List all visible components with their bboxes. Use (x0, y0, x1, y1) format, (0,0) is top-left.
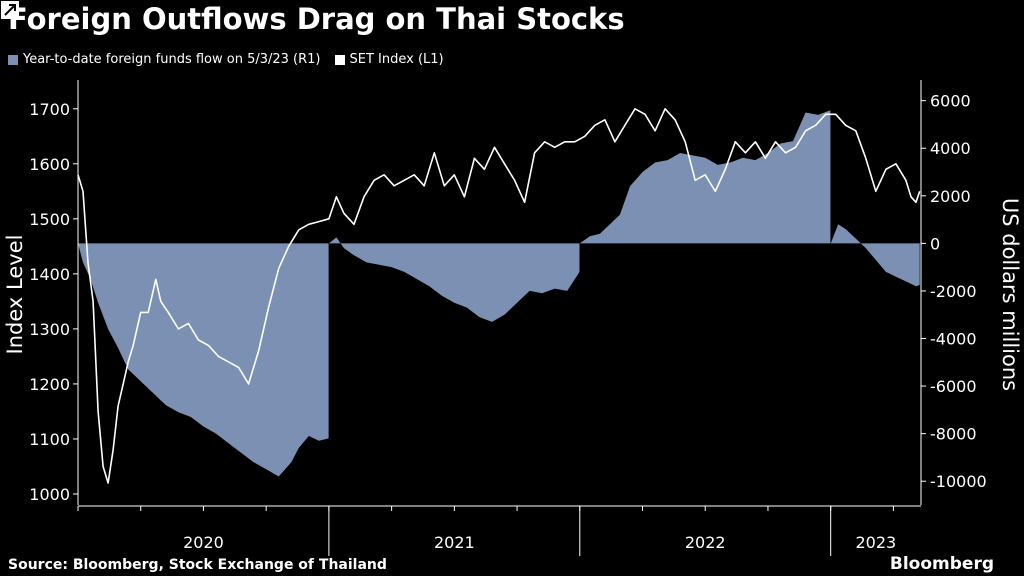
left-tick-label-5: 1200 (29, 375, 70, 394)
legend-label-set: SET Index (L1) (349, 52, 444, 67)
x-tick-label-2023: 2023 (855, 533, 896, 552)
right-tick-label-1: 4000 (930, 139, 971, 158)
corner-mark-icon (1, 1, 19, 19)
legend: Year-to-date foreign funds flow on 5/3/2… (8, 52, 458, 67)
legend-swatch-flow (8, 54, 18, 65)
right-tick-label-5: -4000 (930, 330, 977, 349)
set-index-line (77, 108, 921, 484)
source-note: Source: Bloomberg, Stock Exchange of Tha… (8, 557, 387, 573)
flow-area-segment-1 (328, 237, 580, 322)
flow-area-segment-0 (78, 243, 329, 477)
right-tick-label-8: -10000 (930, 472, 987, 491)
flow-area-segment-3 (830, 224, 920, 287)
right-tick-label-7: -8000 (930, 425, 977, 444)
x-tick-label-2022: 2022 (685, 533, 726, 552)
left-tick-label-2: 1500 (29, 210, 70, 229)
legend-item-flow: Year-to-date foreign funds flow on 5/3/2… (8, 52, 321, 67)
left-tick-label-1: 1600 (29, 155, 70, 174)
left-tick-label-6: 1100 (29, 430, 70, 449)
left-axis-title: Index Level (3, 235, 27, 355)
legend-swatch-set (334, 54, 345, 65)
left-tick-label-4: 1300 (29, 320, 70, 339)
right-tick-label-4: -2000 (930, 282, 977, 301)
left-tick-label-7: 1000 (29, 485, 70, 504)
chart-title: Foreign Outflows Drag on Thai Stocks (8, 2, 625, 36)
brand-logo: Bloomberg (889, 554, 994, 574)
legend-item-set: SET Index (L1) (334, 52, 444, 67)
right-tick-label-3: 0 (930, 234, 940, 253)
x-tick-label-2020: 2020 (183, 533, 224, 552)
right-tick-label-2: 2000 (930, 187, 971, 206)
x-tick-label-2021: 2021 (434, 533, 475, 552)
legend-label-flow: Year-to-date foreign funds flow on 5/3/2… (23, 52, 321, 67)
left-tick-label-3: 1400 (29, 265, 70, 284)
right-axis-title: US dollars millions (998, 198, 1022, 391)
left-tick-label-0: 1700 (29, 100, 70, 119)
right-tick-label-0: 6000 (930, 92, 971, 111)
flow-area-segment-2 (579, 110, 831, 244)
right-tick-label-6: -6000 (930, 377, 977, 396)
